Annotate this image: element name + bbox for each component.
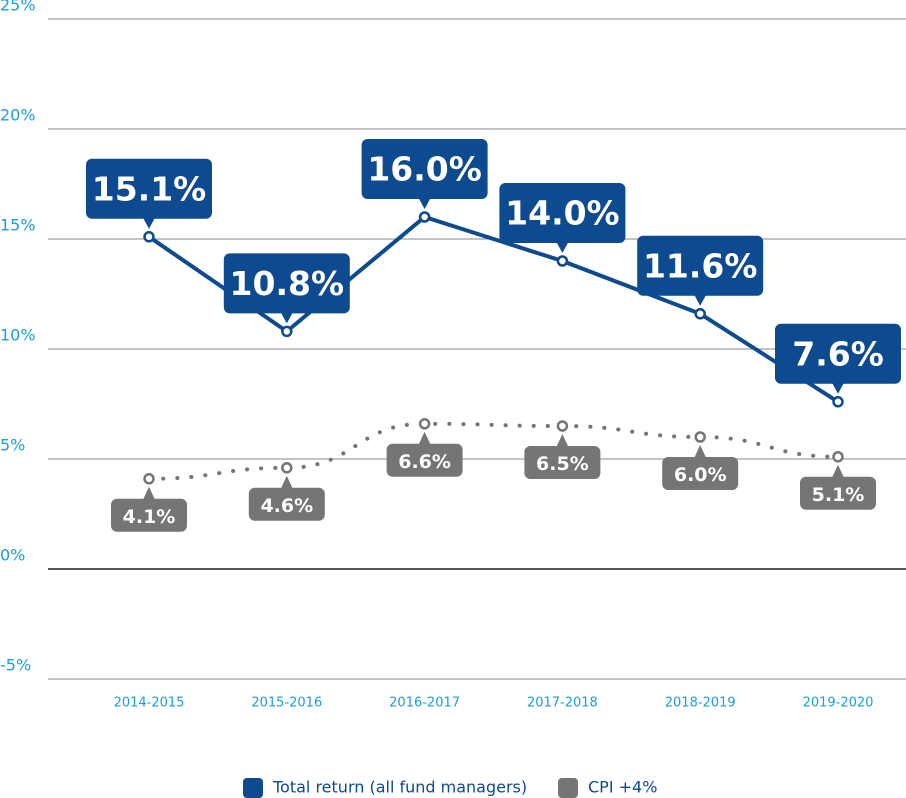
data-point [556, 255, 569, 267]
data-label: 11.6% [643, 246, 758, 285]
label-box [499, 183, 626, 243]
data-label: 10.8% [230, 264, 345, 303]
y-tick-label: 25% [0, 0, 36, 15]
label-box [86, 158, 212, 219]
label-pointer [832, 382, 844, 394]
y-tick-label: 10% [0, 326, 36, 345]
data-point [143, 231, 155, 243]
label-pointer [694, 445, 707, 458]
y-tick-label: -5% [0, 656, 31, 675]
data-point [143, 473, 155, 485]
label-pointer [280, 312, 293, 324]
x-tick-label: 2014-2015 [114, 696, 185, 711]
label-box [111, 498, 187, 532]
y-tick-label: 0% [0, 546, 25, 565]
data-label: 6.5% [536, 453, 589, 475]
data-point [281, 462, 293, 474]
data-point [281, 325, 293, 338]
label-pointer [832, 464, 844, 478]
x-tick-label: 2019-2020 [803, 696, 874, 711]
label-box [361, 139, 488, 199]
label-box [637, 235, 764, 296]
y-tick-label: 15% [0, 216, 36, 235]
legend-swatch [558, 778, 578, 798]
data-label: 6.0% [674, 464, 727, 486]
label-box [775, 323, 901, 384]
x-tick-label: 2015-2016 [251, 696, 322, 711]
data-label: 4.6% [260, 495, 313, 517]
label-pointer [418, 431, 431, 445]
label-box [662, 457, 739, 490]
label-pointer [556, 242, 569, 253]
label-box [248, 487, 325, 521]
label-pointer [556, 434, 569, 447]
legend-label: CPI +4% [588, 778, 657, 797]
legend-swatch [243, 778, 263, 798]
data-point [418, 211, 431, 223]
data-point [832, 451, 844, 463]
data-label: 7.6% [792, 334, 884, 373]
y-tick-label: 20% [0, 106, 36, 125]
label-box [524, 446, 601, 479]
y-tick-label: 5% [0, 436, 25, 455]
label-pointer [143, 486, 155, 500]
x-tick-label: 2017-2018 [527, 696, 598, 711]
data-label: 15.1% [92, 169, 207, 208]
data-point [694, 308, 706, 320]
x-tick-label: 2016-2017 [389, 696, 460, 711]
label-pointer [280, 475, 293, 489]
label-box [386, 443, 463, 477]
label-pointer [418, 198, 431, 209]
label-box [223, 253, 350, 314]
series-line [147, 214, 840, 404]
data-point [418, 418, 431, 430]
data-label: 16.0% [367, 150, 482, 189]
data-point [556, 420, 569, 432]
data-point [694, 431, 706, 443]
label-pointer [694, 294, 707, 306]
data-label: 5.1% [812, 484, 865, 506]
x-tick-label: 2018-2019 [665, 696, 736, 711]
data-label: 6.6% [398, 451, 451, 473]
data-point [832, 396, 844, 408]
data-label: 4.1% [123, 506, 176, 528]
label-box [800, 476, 876, 510]
legend-label: Total return (all fund managers) [272, 778, 527, 797]
label-pointer [143, 217, 155, 229]
data-label: 14.0% [505, 194, 620, 233]
